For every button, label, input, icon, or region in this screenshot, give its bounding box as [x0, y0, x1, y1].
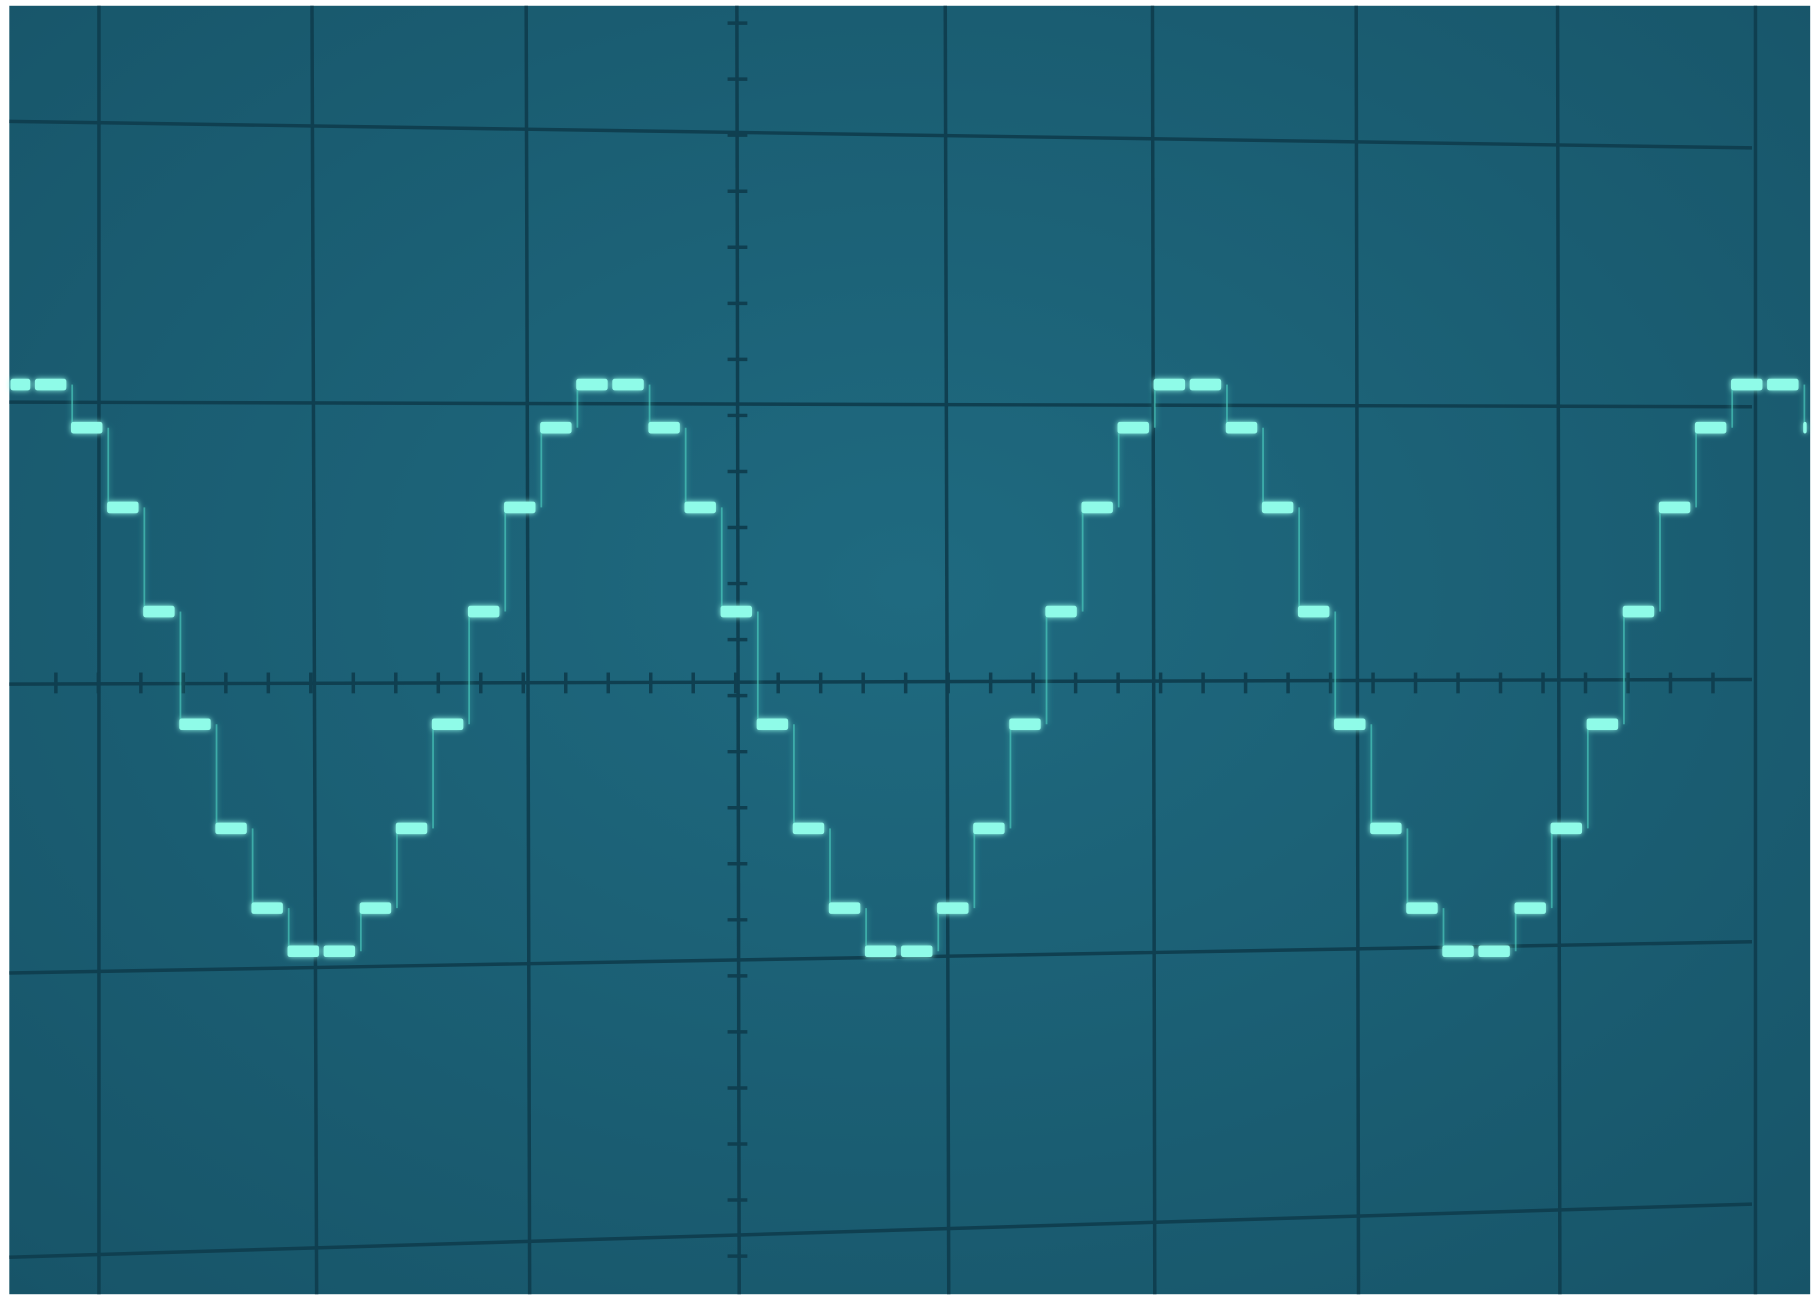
trace-step — [828, 902, 861, 914]
trace-step — [1370, 822, 1402, 835]
grid-line — [310, 5, 319, 1295]
trace-step — [756, 718, 789, 731]
trace-step — [179, 718, 211, 731]
grid-line — [524, 5, 532, 1295]
trace-step — [1478, 945, 1510, 958]
grid-line — [1150, 5, 1157, 1295]
trace-step — [107, 501, 139, 514]
grid-line — [1354, 5, 1361, 1295]
trace-step — [540, 421, 572, 434]
trace-step — [71, 421, 103, 434]
trace-step — [1586, 718, 1619, 731]
trace-step — [287, 945, 319, 958]
trace-step — [792, 822, 825, 835]
trace-step — [901, 945, 933, 958]
trace-step — [648, 421, 680, 434]
trace-step — [1694, 421, 1727, 434]
trace-step — [1045, 605, 1077, 618]
trace-step — [1117, 421, 1149, 434]
trace-step — [431, 718, 464, 731]
trace-step — [359, 902, 392, 914]
trace-step — [1442, 945, 1474, 958]
trace-step — [1731, 378, 1763, 391]
trace-step — [612, 378, 644, 391]
waveform-trace — [10, 378, 1807, 958]
trace-step — [1297, 605, 1330, 618]
grid-line — [9, 119, 1753, 150]
trace-step — [1225, 421, 1258, 434]
trace-step — [973, 822, 1005, 835]
trace-step — [1622, 605, 1655, 618]
grid-line — [9, 677, 1752, 686]
trace-step — [1153, 378, 1186, 391]
grid-line — [943, 5, 951, 1295]
trace-step — [937, 902, 969, 914]
grid-line — [9, 1202, 1753, 1259]
trace-step — [1334, 718, 1366, 731]
trace-step — [1406, 902, 1438, 914]
trace-step — [1658, 501, 1691, 514]
trace-step — [576, 378, 608, 391]
trace-step — [1009, 718, 1041, 731]
trace-step — [1189, 378, 1222, 391]
trace-step — [1081, 501, 1113, 514]
axis-ticks — [54, 21, 1715, 1258]
trace-step — [1514, 902, 1546, 914]
screen-background — [9, 5, 1811, 1295]
trace-step — [504, 501, 536, 514]
trace-step — [251, 902, 283, 914]
trace-step — [1550, 822, 1583, 835]
grid-line — [735, 5, 741, 1295]
trace-step — [34, 378, 67, 391]
trace-step — [720, 605, 753, 618]
trace-step — [1803, 421, 1807, 434]
grid-line — [9, 400, 1752, 409]
trace-step — [1767, 378, 1799, 391]
trace-step — [395, 822, 428, 835]
trace-step — [1261, 501, 1294, 514]
trace-step — [10, 378, 31, 391]
trace-step — [323, 945, 356, 958]
trace-step — [215, 822, 247, 835]
trace-step — [864, 945, 897, 958]
grid-line — [1555, 5, 1562, 1295]
trace-step — [684, 501, 716, 514]
trace-step — [143, 605, 175, 618]
trace-step — [467, 605, 500, 618]
